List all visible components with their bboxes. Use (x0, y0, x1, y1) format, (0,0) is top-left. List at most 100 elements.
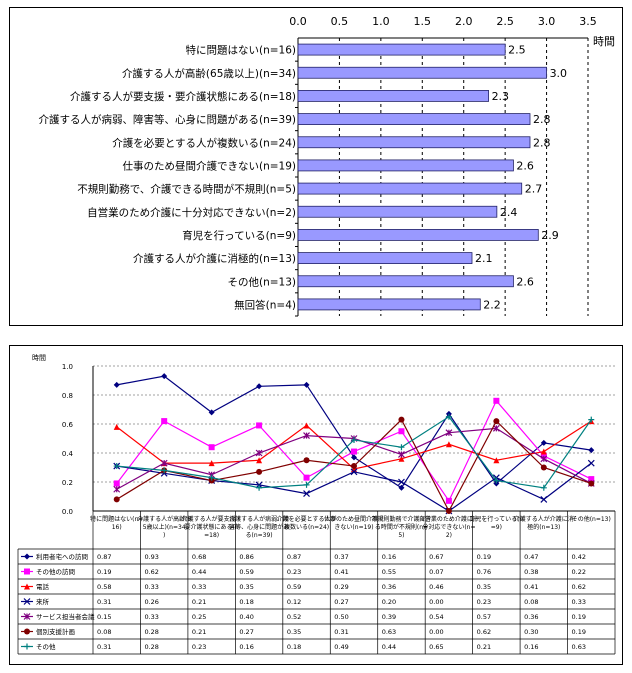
table-cell-value: 0.31 (97, 598, 111, 606)
data-point (540, 455, 548, 463)
bar (297, 113, 531, 125)
data-point (160, 459, 168, 467)
data-point (161, 418, 168, 425)
table-cell-value: 0.62 (572, 583, 586, 591)
table-cell-value: 0.33 (144, 613, 158, 621)
category-label: 育児を行っている(n=9) (182, 229, 296, 242)
category-label: その他(n=13) (227, 275, 296, 288)
data-point (398, 478, 405, 486)
bar-value-label: 2.1 (475, 252, 493, 265)
x-tick-label: 2.0 (455, 15, 473, 28)
data-point (23, 613, 31, 620)
legend-label: 個別支援計画 (36, 627, 75, 636)
data-point (398, 428, 405, 435)
table-cell-value: 0.87 (287, 553, 301, 561)
data-point (445, 497, 452, 504)
data-point (493, 418, 500, 425)
table-cell-value: 0.35 (477, 583, 491, 591)
data-point (540, 448, 547, 455)
data-point (493, 477, 500, 484)
table-cell-value: 0.22 (572, 568, 586, 576)
table-cell-value: 0.37 (334, 553, 348, 561)
data-point (398, 444, 405, 451)
data-point (588, 480, 595, 487)
table-cell-value: 0.62 (477, 628, 491, 636)
category-label: 不規則勤務で介護できる時間が不規則(n= 5) (371, 515, 431, 539)
line-chart-panel: 時間 0.0 0.2 0.4 0.6 0.8 1.0 特に問題はない(n= 16) 介護する人が高… (9, 345, 623, 665)
table-cell-value: 0.28 (144, 643, 158, 651)
bar-value-label: 2.8 (533, 113, 551, 126)
bar (297, 43, 506, 56)
data-point (113, 381, 120, 388)
data-point (351, 436, 357, 443)
legend-label: サービス担当者会議 (36, 612, 95, 621)
y-tick-label: 0.4 (62, 450, 74, 458)
table-cell-value: 0.39 (382, 613, 396, 621)
bar (297, 66, 547, 79)
table-cell-value: 0.29 (334, 583, 348, 591)
table-cell-value: 0.19 (477, 553, 491, 561)
table-cell-value: 0.27 (334, 598, 348, 606)
y-tick-label: 0.0 (62, 508, 73, 516)
category-label: 介護する人が高齢(65歳以上)(n=34) (122, 67, 296, 80)
y-tick-label: 0.6 (62, 421, 74, 429)
table-cell-value: 0.68 (192, 553, 206, 561)
data-point (208, 444, 215, 451)
table-cell-value: 0.59 (239, 568, 253, 576)
legend-label: その他 (36, 642, 56, 651)
category-label: 特に問題はない(n=16) (185, 45, 296, 57)
table-cell-value: 0.19 (572, 613, 586, 621)
data-point (588, 476, 595, 483)
data-point (398, 484, 405, 491)
table-cell-value: 0.93 (144, 553, 158, 561)
data-point (588, 447, 595, 454)
data-point (256, 468, 263, 475)
bar (297, 252, 473, 264)
table-cell-value: 0.55 (382, 568, 396, 576)
table-cell-value: 0.21 (192, 628, 206, 636)
table-cell-value: 0.44 (382, 643, 396, 651)
table-cell-value: 0.16 (524, 643, 538, 651)
bar (297, 275, 514, 288)
table-cell-value: 0.36 (524, 613, 538, 621)
table-cell-value: 0.36 (382, 583, 396, 591)
bar-value-label: 3.0 (550, 67, 568, 80)
data-point (256, 457, 263, 464)
bar (297, 159, 514, 172)
table-cell-value: 0.67 (429, 553, 443, 561)
table-cell-value: 0.30 (524, 628, 538, 636)
table-cell-value: 0.21 (192, 598, 206, 606)
table-cell-value: 0.31 (97, 643, 111, 651)
data-point (24, 553, 30, 560)
data-point (113, 485, 121, 493)
bar-value-label: 2.8 (533, 136, 551, 149)
legend-label: 利用者宅への訪問 (36, 552, 88, 561)
y-tick-label: 1.0 (62, 363, 73, 371)
table-cell-value: 0.28 (144, 628, 158, 636)
data-point (24, 643, 30, 650)
data-point (255, 449, 263, 457)
table-cell-value: 0.40 (239, 613, 253, 621)
data-point (24, 583, 30, 590)
bar (297, 205, 498, 218)
data-point (113, 463, 120, 470)
data-point (303, 432, 310, 440)
data-point (113, 496, 120, 503)
category-label: 介護を必要とする人が複数いる(n=24) (277, 515, 337, 531)
data-point (445, 508, 452, 514)
legend-label: その他の訪問 (36, 567, 75, 576)
category-label: 介護する人が介護に消極的(n=13) (514, 515, 574, 531)
table-cell-value: 0.00 (429, 628, 443, 636)
data-point (24, 628, 30, 635)
data-point (303, 490, 310, 498)
data-point (540, 484, 547, 491)
table-cell-value: 0.31 (334, 628, 348, 636)
table-cell-value: 0.57 (477, 613, 491, 621)
data-point (445, 429, 453, 437)
data-point (492, 424, 500, 432)
data-point (350, 468, 358, 476)
table-cell-value: 0.52 (287, 613, 301, 621)
table-cell-value: 0.00 (429, 598, 443, 606)
